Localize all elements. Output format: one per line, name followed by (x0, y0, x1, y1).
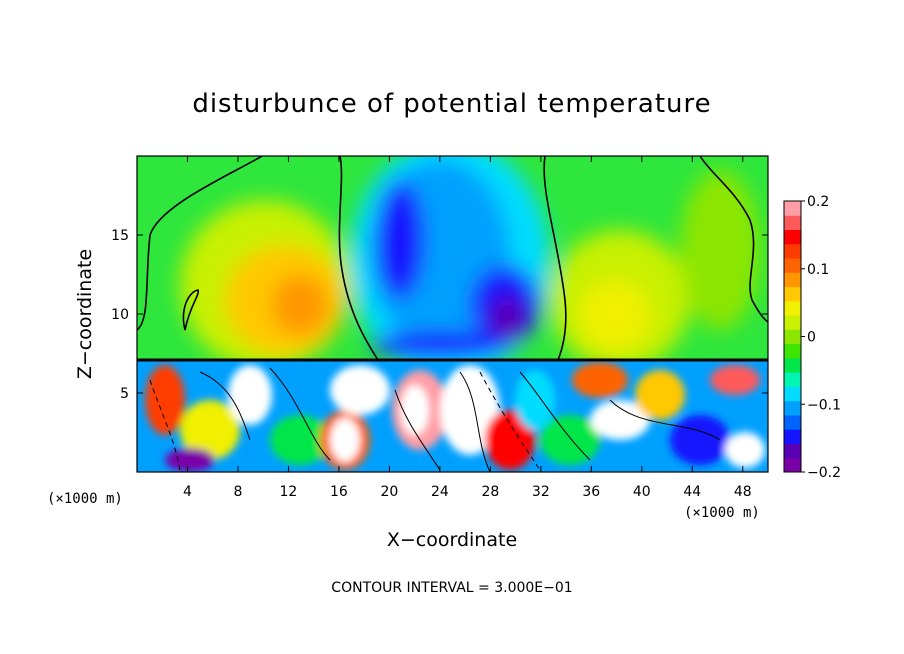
contour-line (182, 289, 200, 331)
lower-blob (670, 415, 730, 465)
x-tick-label: 4 (183, 484, 192, 500)
x-tick-label: 32 (532, 484, 550, 500)
warm-anomaly-left-core (272, 275, 328, 335)
colorbar-swatch (784, 414, 801, 430)
colorbar-swatch (784, 258, 801, 273)
contour-line (199, 367, 721, 472)
plot-area (137, 156, 768, 472)
contour-line (137, 156, 263, 331)
x-tick-label: 28 (481, 484, 499, 500)
x-tick-label: 44 (683, 484, 701, 500)
colorbar-swatch (784, 315, 801, 330)
contour-line (149, 371, 541, 471)
colorbar-swatch (784, 300, 801, 316)
colorbar-swatch (784, 372, 801, 387)
x-tick-label: 36 (582, 484, 600, 500)
colorbar-swatch (784, 386, 801, 402)
y-axis-label: Z−coordinate (74, 249, 96, 379)
lower-blob (540, 415, 600, 465)
colorbar-tick-label: 0 (807, 330, 816, 346)
lower-blob (145, 365, 185, 435)
colorbar-swatch (784, 272, 801, 288)
lower-field-structures (145, 362, 765, 472)
cold-anomaly-base (370, 331, 510, 359)
y-tick-label: 10 (111, 307, 129, 323)
colorbar: 0.2 0.1 0 −0.1 −0.2 (783, 194, 841, 481)
colorbar-tick-label: −0.1 (807, 397, 841, 413)
y-tick-label: 5 (120, 386, 129, 402)
colorbar-swatch (784, 329, 801, 345)
lower-blob (590, 400, 650, 440)
contour-line (699, 156, 768, 323)
colorbar-swatch (784, 429, 801, 444)
lower-blob (635, 370, 685, 420)
lower-blob (440, 365, 500, 455)
lower-blob (330, 418, 360, 462)
y-axis: 5 10 15 (111, 228, 768, 402)
x-tick-label: 48 (734, 484, 752, 500)
colorbar-swatch (784, 357, 801, 373)
x-unit-right: (×1000 m) (684, 505, 760, 521)
y-tick-label: 15 (111, 228, 129, 244)
colorbar-tick-label: 0.2 (807, 194, 829, 210)
contour-interval-label: CONTOUR INTERVAL = 3.000E−01 (331, 580, 572, 596)
contour-line (543, 156, 567, 361)
lower-blob (572, 362, 628, 398)
x-tick-label: 20 (380, 484, 398, 500)
lower-blob (725, 432, 765, 468)
colorbar-swatch (784, 343, 801, 359)
colorbar-tick-label: 0.1 (807, 262, 829, 278)
colorbar-tick-label: −0.2 (807, 465, 841, 481)
lower-blob (515, 370, 555, 430)
warm-anomaly-right-core (580, 280, 650, 350)
x-tick-label: 24 (431, 484, 449, 500)
lower-blob (228, 365, 272, 425)
colorbar-swatch (784, 286, 801, 302)
lower-blob (180, 400, 240, 460)
colorbar-swatch (784, 229, 801, 245)
x-axis: 4 8 12 16 20 24 28 32 36 40 44 48 (183, 156, 752, 500)
cold-anomaly-upper-core (375, 180, 425, 300)
x-tick-label: 16 (330, 484, 348, 500)
lower-blob (710, 365, 760, 395)
lower-blob (165, 448, 215, 472)
colorbar-swatch (784, 215, 801, 231)
contour-line (338, 156, 379, 361)
x-unit-left: (×1000 m) (47, 491, 123, 507)
colorbar-swatch (784, 243, 801, 259)
upper-field-structures (180, 156, 760, 380)
x-tick-label: 12 (280, 484, 298, 500)
warm-anomaly-far-right (680, 170, 760, 330)
x-axis-label: X−coordinate (387, 529, 517, 551)
lower-blob (330, 365, 390, 415)
chart-title: disturbunce of potential temperature (192, 89, 711, 119)
contour-lines (137, 156, 768, 472)
colorbar-swatch (784, 443, 801, 459)
colorbar-swatch (784, 457, 801, 473)
x-tick-label: 8 (233, 484, 242, 500)
x-tick-label: 40 (633, 484, 651, 500)
lower-blob (270, 415, 330, 465)
cold-anomaly-lower-core-deep (490, 296, 526, 340)
lower-blob (401, 385, 429, 435)
colorbar-swatch (784, 400, 801, 416)
colorbar-swatch (784, 201, 801, 216)
lower-blob (485, 410, 535, 470)
